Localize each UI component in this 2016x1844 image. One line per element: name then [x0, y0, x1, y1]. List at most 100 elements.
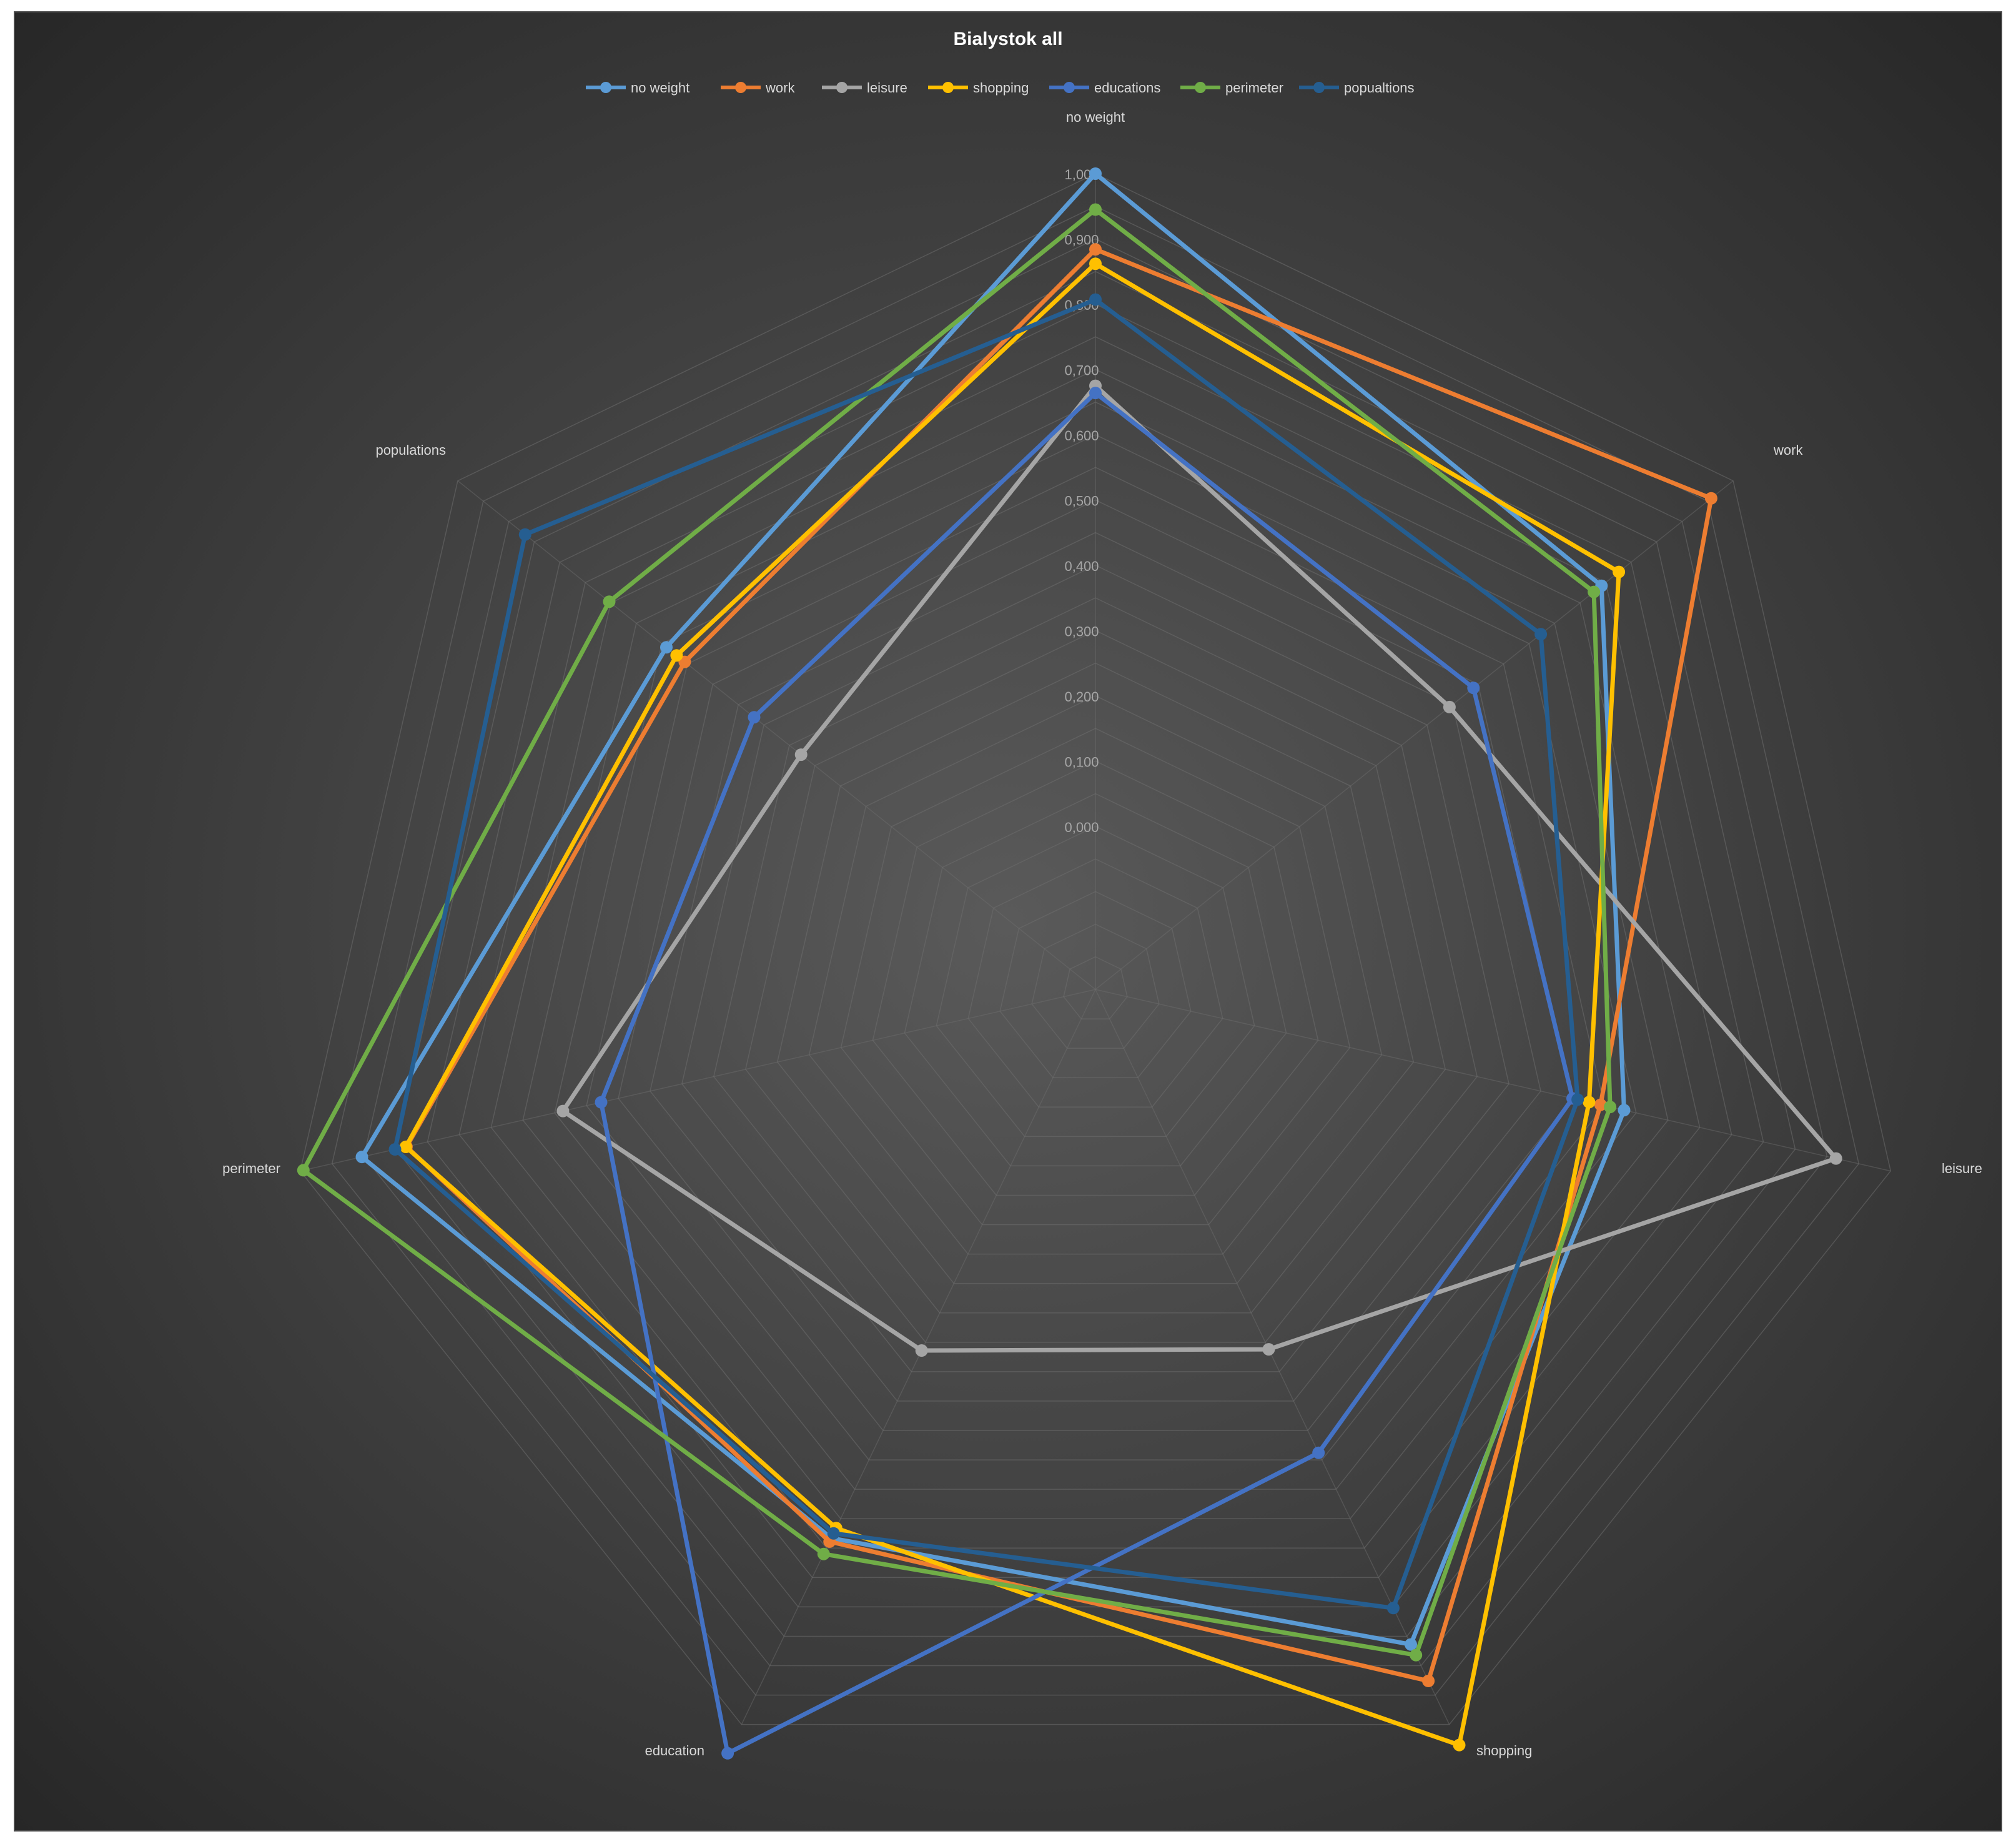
legend-item-shopping: shopping [928, 80, 1029, 96]
legend-label: shopping [973, 80, 1029, 96]
series-line-leisure [560, 384, 1839, 1353]
series-line-shopping [403, 261, 1621, 1748]
data-point-perimeter-education [817, 1547, 830, 1560]
data-point-no-weight-leisure [1618, 1104, 1631, 1117]
spoke-work [1095, 480, 1734, 990]
data-point-no-weight-no-weight [1089, 167, 1102, 180]
data-point-perimeter-work [1588, 585, 1601, 598]
grid-ring [872, 760, 1319, 1196]
series-educations [595, 387, 1579, 1760]
series-perimeter [297, 203, 1617, 1662]
tick-label: 0,000 [1064, 820, 1099, 835]
tick-label: 0,300 [1064, 623, 1099, 639]
data-point-work-leisure [1594, 1098, 1607, 1111]
grid-ring [490, 369, 1701, 1549]
tick-label: 0,200 [1064, 689, 1099, 705]
series-popualtions [388, 293, 1584, 1615]
grid-ring [936, 825, 1255, 1138]
legend-item-work: work [721, 80, 795, 96]
data-point-leisure-perimeter [556, 1104, 570, 1118]
legend-swatch-marker [1313, 82, 1325, 93]
data-point-shopping-perimeter [399, 1141, 412, 1153]
axis-label-perimeter: perimeter [222, 1161, 280, 1176]
series-line-perimeter [301, 207, 1613, 1658]
grid-ring [840, 728, 1351, 1226]
data-point-popualtions-leisure [1571, 1093, 1584, 1106]
legend-item-no-weight: no weight [586, 80, 689, 96]
data-point-leisure-leisure [1829, 1152, 1842, 1165]
data-point-popualtions-perimeter [388, 1143, 402, 1156]
grid-ring [522, 401, 1669, 1519]
legend-swatch-marker [836, 82, 847, 93]
data-point-shopping-leisure [1583, 1096, 1596, 1109]
tick-label: 0,400 [1064, 558, 1099, 574]
data-point-shopping-no-weight [1089, 257, 1102, 270]
legend: no weight work leisure shopping educations pe… [586, 80, 1415, 96]
data-point-leisure-education [915, 1344, 928, 1357]
spoke-populations [457, 480, 1096, 990]
data-point-shopping-shopping [1453, 1738, 1466, 1752]
grid-ring [331, 206, 1860, 1696]
spoke-leisure [1095, 989, 1891, 1172]
series-line-work [404, 247, 1714, 1683]
data-point-educations-work [1467, 682, 1480, 695]
axis-label-work: work [1773, 442, 1803, 458]
grid-ring [395, 270, 1796, 1637]
data-point-leisure-shopping [1262, 1343, 1275, 1356]
grid-ring [299, 173, 1892, 1725]
data-point-perimeter-no-weight [1089, 203, 1102, 216]
grid-ring [586, 467, 1605, 1460]
data-point-perimeter-leisure [1604, 1101, 1617, 1114]
legend-label: work [765, 80, 795, 96]
axis-label-education: education [645, 1743, 704, 1758]
legend-swatch-marker [1195, 82, 1206, 93]
grid-ring [363, 238, 1828, 1667]
spoke-shopping [1095, 989, 1450, 1725]
grid-ring [458, 336, 1732, 1579]
data-point-educations-no-weight [1089, 387, 1102, 400]
axis-label-no-weight: no weight [1066, 109, 1125, 125]
radar-spokes [300, 174, 1891, 1725]
data-point-work-no-weight [1089, 243, 1102, 256]
data-point-work-shopping [1422, 1675, 1435, 1687]
grid-ring [681, 565, 1510, 1372]
grid-ring [1031, 923, 1160, 1049]
tick-label: 0,100 [1064, 754, 1099, 770]
series-line-no-weight [360, 171, 1626, 1647]
data-point-popualtions-shopping [1386, 1602, 1400, 1615]
grid-ring [713, 597, 1478, 1343]
grid-ring [967, 858, 1223, 1108]
axis-label-leisure: leisure [1942, 1161, 1982, 1176]
axis-label-shopping: shopping [1476, 1743, 1532, 1758]
data-point-perimeter-populations [603, 595, 616, 608]
series-line-popualtions [393, 297, 1580, 1610]
data-point-popualtions-populations [518, 528, 531, 541]
legend-swatch-marker [942, 82, 954, 93]
data-point-popualtions-education [827, 1527, 840, 1540]
legend-item-leisure: leisure [822, 80, 907, 96]
data-point-educations-perimeter [595, 1096, 608, 1109]
data-point-leisure-populations [794, 748, 808, 761]
legend-label: leisure [867, 80, 907, 96]
data-point-perimeter-perimeter [297, 1164, 310, 1177]
data-point-popualtions-no-weight [1089, 293, 1102, 306]
data-point-leisure-work [1443, 700, 1456, 713]
data-point-popualtions-work [1534, 628, 1548, 641]
legend-item-popualtions: popualtions [1299, 80, 1415, 96]
legend-label: no weight [631, 80, 689, 96]
axis-labels: no weight work leisure shopping education per… [222, 109, 1982, 1758]
legend-label: educations [1094, 80, 1160, 96]
grid-ring [650, 532, 1541, 1402]
chart-title: Bialystok all [953, 29, 1062, 49]
grid-ring [999, 891, 1192, 1078]
legend-swatch-marker [735, 82, 746, 93]
grid-ring [904, 793, 1287, 1167]
grid-ring [776, 662, 1415, 1284]
data-point-educations-shopping [1312, 1446, 1325, 1459]
legend-label: popualtions [1344, 80, 1415, 96]
legend-item-educations: educations [1049, 80, 1160, 96]
grid-ring [1063, 956, 1128, 1019]
legend-swatch-marker [600, 82, 611, 93]
tick-label: 0,500 [1064, 493, 1099, 508]
series-layer [297, 167, 1842, 1760]
